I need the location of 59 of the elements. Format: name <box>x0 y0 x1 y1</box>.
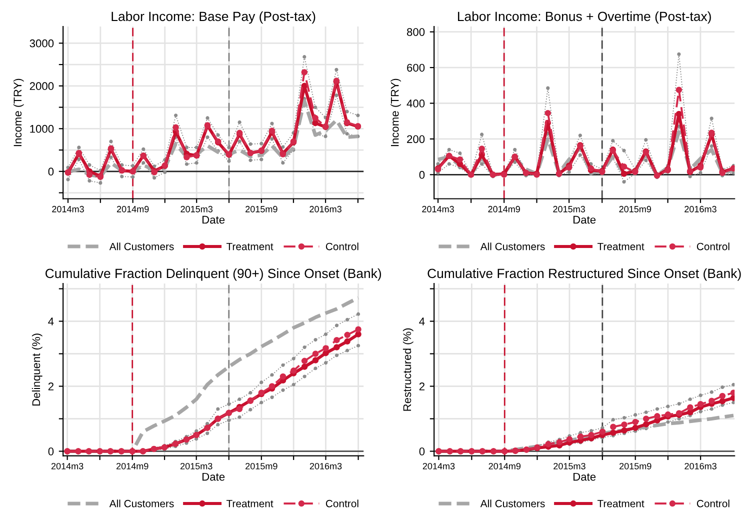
y-tick-label: 0 <box>48 448 54 456</box>
x-tick-label: 2015m3 <box>553 206 585 212</box>
legend-label: All Customers <box>480 242 545 250</box>
chart-title: Cumulative Fraction Delinquent (90+) Since Onset (Bank) <box>46 268 382 281</box>
y-tick-label: 3000 <box>30 39 54 48</box>
chart-title: Labor Income: Bonus + Overtime (Post-tax) <box>458 11 711 24</box>
y-axis-title: Income (TRY) <box>390 78 401 146</box>
x-axis-title: Date <box>574 472 596 481</box>
y-tick-label: 2 <box>419 382 424 390</box>
x-tick-label: 2014m9 <box>116 462 148 470</box>
legend-label: Control <box>326 242 358 250</box>
legend-label: Treatment <box>597 242 644 250</box>
x-tick-label: 2015m9 <box>246 206 278 212</box>
y-tick-label: 400 <box>406 100 425 108</box>
legend-label: All Customers <box>109 242 174 250</box>
legend-label: Control <box>696 242 730 250</box>
x-tick-label: 2015m9 <box>619 206 652 212</box>
y-tick-label: 0 <box>419 170 425 179</box>
legend-label: Control <box>326 500 358 508</box>
y-tick-label: 0 <box>48 168 54 176</box>
y-tick-label: 4 <box>419 318 425 326</box>
y-axis-title: Delinquent (%) <box>32 334 42 406</box>
chart-title: Labor Income: Base Pay (Post-tax) <box>112 11 316 24</box>
y-axis-title: Income (TRY) <box>13 78 24 146</box>
legend-label: Control <box>696 500 730 508</box>
y-tick-label: 2 <box>48 382 54 390</box>
y-tick-label: 2000 <box>30 82 54 90</box>
x-tick-label: 2014m3 <box>52 206 84 212</box>
legend-label: Treatment <box>226 242 274 250</box>
y-tick-label: 800 <box>406 28 425 36</box>
y-tick-label: 1000 <box>30 124 54 133</box>
x-tick-label: 2014m9 <box>488 206 520 212</box>
x-tick-label: 2015m9 <box>246 462 278 470</box>
x-tick-label: 2016m3 <box>310 206 342 212</box>
x-tick-label: 2014m3 <box>422 206 454 212</box>
x-tick-label: 2014m9 <box>116 206 149 212</box>
x-tick-label: 2015m9 <box>620 462 652 470</box>
y-tick-label: 4 <box>48 318 54 326</box>
y-axis-title: Restructured (%) <box>402 328 414 411</box>
legend-label: All Customers <box>480 500 545 508</box>
x-tick-label: 2015m3 <box>180 206 213 212</box>
x-tick-label: 2016m3 <box>684 206 716 212</box>
x-tick-label: 2014m3 <box>51 462 84 470</box>
y-tick-label: 200 <box>407 135 425 144</box>
legend-label: All Customers <box>109 500 174 508</box>
x-tick-label: 2014m3 <box>422 462 455 470</box>
x-axis-title: Date <box>574 216 596 224</box>
x-tick-label: 2016m3 <box>310 462 342 470</box>
y-tick-label: 600 <box>407 64 425 72</box>
legend-label: Treatment <box>597 500 644 508</box>
x-tick-label: 2014m9 <box>488 462 521 470</box>
x-tick-label: 2016m3 <box>684 462 716 470</box>
x-tick-label: 2015m3 <box>554 462 586 470</box>
x-axis-title: Date <box>202 216 225 224</box>
chart-title: Cumulative Fraction Restructured Since Onset (Bank) <box>428 268 741 281</box>
legend-label: Treatment <box>226 500 274 508</box>
y-tick-label: 0 <box>419 448 425 456</box>
x-tick-label: 2015m3 <box>180 462 212 470</box>
x-axis-title: Date <box>202 472 225 481</box>
